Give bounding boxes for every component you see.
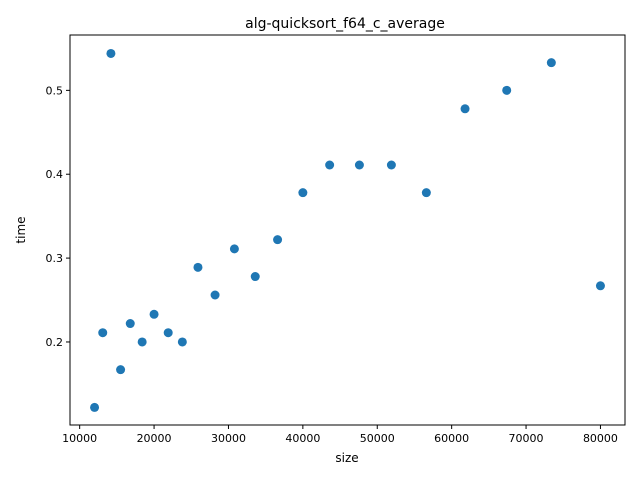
data-point bbox=[163, 328, 173, 338]
x-tick-label: 70000 bbox=[509, 432, 544, 445]
data-point bbox=[177, 337, 187, 347]
data-point bbox=[502, 85, 512, 95]
data-point bbox=[229, 244, 239, 254]
x-tick-label: 50000 bbox=[360, 432, 395, 445]
x-tick-label: 60000 bbox=[434, 432, 469, 445]
y-tick-label: 0.5 bbox=[46, 84, 64, 97]
data-point bbox=[116, 365, 126, 375]
y-tick-label: 0.4 bbox=[46, 168, 64, 181]
y-axis-label: time bbox=[14, 216, 28, 243]
chart-title: alg-quicksort_f64_c_average bbox=[245, 16, 445, 32]
data-point bbox=[460, 104, 470, 114]
y-tick-label: 0.2 bbox=[46, 336, 64, 349]
x-tick-label: 10000 bbox=[62, 432, 97, 445]
data-point bbox=[273, 235, 283, 245]
data-point bbox=[210, 290, 220, 300]
y-tick-label: 0.3 bbox=[46, 252, 64, 265]
data-point bbox=[354, 160, 364, 170]
x-tick-label: 80000 bbox=[583, 432, 618, 445]
data-point bbox=[595, 281, 605, 291]
data-point bbox=[149, 309, 159, 319]
x-axis-label: size bbox=[335, 451, 358, 465]
data-point bbox=[90, 402, 100, 412]
data-point bbox=[386, 160, 396, 170]
data-point bbox=[125, 319, 135, 329]
y-axis: 0.2 0.3 0.4 0.5 bbox=[46, 84, 70, 349]
x-tick-label: 20000 bbox=[137, 432, 172, 445]
data-point bbox=[298, 188, 308, 198]
data-point bbox=[546, 58, 556, 68]
data-point bbox=[98, 328, 108, 338]
data-point bbox=[137, 337, 147, 347]
data-point bbox=[106, 48, 116, 58]
x-tick-label: 30000 bbox=[211, 432, 246, 445]
data-point bbox=[193, 262, 203, 272]
data-point bbox=[250, 272, 260, 282]
x-axis: 10000 20000 30000 40000 50000 60000 70000 80000 bbox=[62, 425, 618, 445]
x-tick-label: 40000 bbox=[285, 432, 320, 445]
plot-area bbox=[69, 34, 626, 426]
data-points bbox=[90, 48, 605, 412]
data-point bbox=[421, 188, 431, 198]
data-point bbox=[325, 160, 335, 170]
